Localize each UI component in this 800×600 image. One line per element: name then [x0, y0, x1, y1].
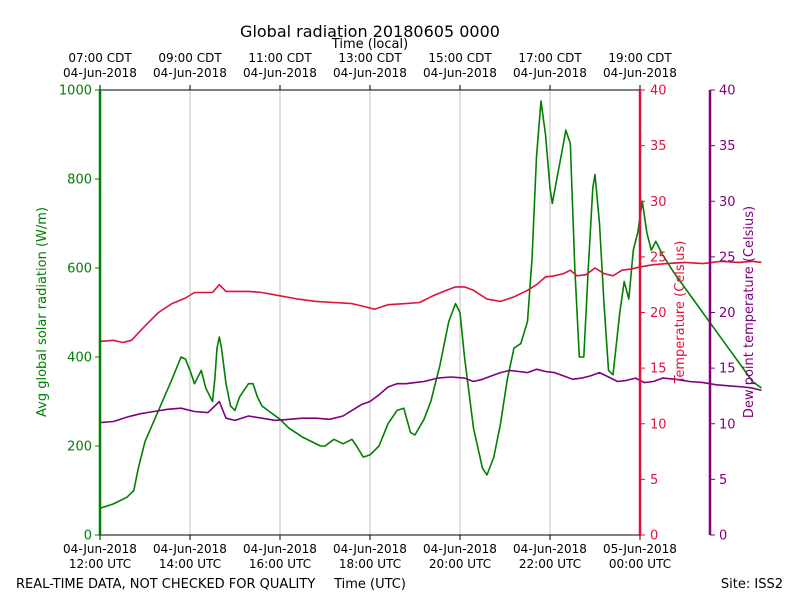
temperature-tick-label: 5 [650, 473, 658, 488]
temperature-tick-label: 40 [650, 84, 667, 99]
radiation-tick-label: 800 [67, 173, 92, 188]
chart-title: Global radiation 20180605 0000 [240, 22, 500, 41]
top-tick-time: 09:00 CDT [158, 51, 222, 65]
bottom-tick-time: 14:00 UTC [159, 557, 221, 571]
dewpoint-axis-label: Dew point temperature (Celsius) [742, 206, 757, 418]
quality-footer: REAL-TIME DATA, NOT CHECKED FOR QUALITY [16, 577, 315, 592]
temperature-tick-label: 30 [650, 195, 667, 210]
top-tick-time: 17:00 CDT [518, 51, 582, 65]
dewpoint-tick-label: 25 [719, 250, 736, 265]
dewpoint-tick-label: 30 [719, 195, 736, 210]
dewpoint-tick-label: 10 [719, 417, 736, 432]
top-tick-date: 04-Jun-2018 [333, 66, 407, 80]
radiation-tick-label: 0 [84, 529, 92, 544]
temperature-series-line [99, 260, 762, 344]
top-tick-time: 19:00 CDT [608, 51, 672, 65]
top-tick-date: 04-Jun-2018 [153, 66, 227, 80]
axes: 0200400600800100005101520253035400510152… [59, 51, 736, 571]
dewpoint-series-line [99, 368, 762, 424]
dewpoint-tick-label: 35 [719, 139, 736, 154]
temperature-tick-label: 20 [650, 306, 667, 321]
dewpoint-tick-label: 0 [719, 529, 727, 544]
bottom-tick-date: 04-Jun-2018 [423, 542, 497, 556]
site-footer: Site: ISS2 [721, 577, 783, 592]
bottom-tick-date: 04-Jun-2018 [153, 542, 227, 556]
bottom-tick-time: 22:00 UTC [519, 557, 581, 571]
bottom-tick-time: 16:00 UTC [249, 557, 311, 571]
top-tick-time: 13:00 CDT [338, 51, 402, 65]
radiation-series-line [99, 100, 762, 510]
temperature-tick-label: 15 [650, 362, 667, 377]
dewpoint-tick-label: 15 [719, 362, 736, 377]
top-tick-time: 11:00 CDT [248, 51, 312, 65]
x-axis-label: Time (UTC) [333, 577, 406, 592]
top-tick-time: 15:00 CDT [428, 51, 492, 65]
bottom-tick-date: 04-Jun-2018 [63, 542, 137, 556]
bottom-tick-date: 04-Jun-2018 [333, 542, 407, 556]
temperature-tick-label: 35 [650, 139, 667, 154]
radiation-tick-label: 400 [67, 351, 92, 366]
bottom-tick-time: 20:00 UTC [429, 557, 491, 571]
temperature-tick-label: 10 [650, 417, 667, 432]
top-axis-label: Time (local) [331, 37, 408, 52]
radiation-tick-label: 200 [67, 440, 92, 455]
data-series [99, 100, 762, 510]
radiation-axis-label: Avg global solar radiation (W/m) [35, 207, 50, 417]
vertical-grid [189, 90, 551, 535]
top-tick-date: 04-Jun-2018 [63, 66, 137, 80]
top-tick-date: 04-Jun-2018 [243, 66, 317, 80]
dewpoint-tick-label: 20 [719, 306, 736, 321]
bottom-tick-date: 05-Jun-2018 [603, 542, 677, 556]
bottom-tick-date: 04-Jun-2018 [513, 542, 587, 556]
dewpoint-tick-label: 5 [719, 473, 727, 488]
temperature-tick-label: 0 [650, 529, 658, 544]
top-tick-date: 04-Jun-2018 [423, 66, 497, 80]
bottom-tick-time: 18:00 UTC [339, 557, 401, 571]
bottom-tick-time: 00:00 UTC [609, 557, 671, 571]
top-tick-date: 04-Jun-2018 [603, 66, 677, 80]
top-tick-date: 04-Jun-2018 [513, 66, 587, 80]
temperature-axis-label: Temperature (Celsius) [673, 241, 688, 385]
temperature-tick-label: 25 [650, 250, 667, 265]
bottom-tick-time: 12:00 UTC [69, 557, 131, 571]
top-tick-time: 07:00 CDT [68, 51, 132, 65]
radiation-tick-label: 600 [67, 262, 92, 277]
radiation-tick-label: 1000 [59, 84, 92, 99]
dewpoint-tick-label: 40 [719, 84, 736, 99]
bottom-tick-date: 04-Jun-2018 [243, 542, 317, 556]
